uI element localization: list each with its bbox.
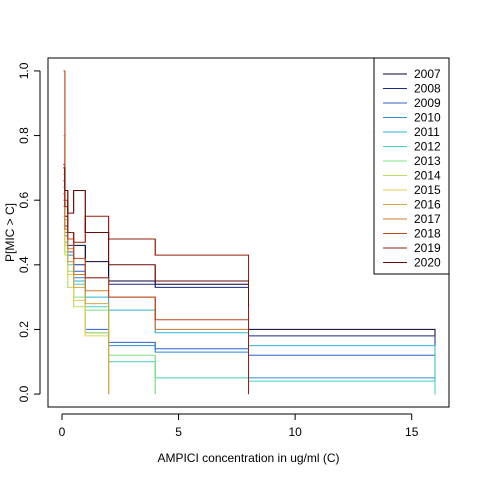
legend-label-2018: 2018 [414, 227, 441, 241]
legend-label-2010: 2010 [414, 111, 441, 125]
x-axis-title: AMPICI concentration in ug/ml (C) [157, 451, 339, 465]
y-tick-label: 0.2 [17, 321, 31, 338]
legend-label-2020: 2020 [414, 256, 441, 270]
legend-label-2016: 2016 [414, 198, 441, 212]
legend-label-2014: 2014 [414, 169, 441, 183]
y-axis: 0.0 0.2 0.4 0.6 0.8 1.0 [17, 62, 41, 402]
legend-label-2015: 2015 [414, 183, 441, 197]
y-tick-label: 0.0 [17, 385, 31, 402]
legend: 2007200820092010201120122013201420152016… [373, 57, 450, 275]
y-tick-label: 0.6 [17, 192, 31, 209]
legend-label-2009: 2009 [414, 96, 441, 110]
legend-label-2007: 2007 [414, 67, 441, 81]
x-tick-label: 15 [405, 425, 419, 439]
x-tick-label: 5 [175, 425, 182, 439]
y-tick-label: 0.4 [17, 256, 31, 273]
x-axis: 0 5 10 15 [59, 413, 419, 439]
legend-label-2019: 2019 [414, 241, 441, 255]
legend-label-2011: 2011 [414, 125, 440, 139]
plot-lines [63, 70, 436, 395]
x-tick-label: 10 [288, 425, 302, 439]
legend-box [373, 57, 450, 275]
y-tick-label: 0.8 [17, 127, 31, 144]
legend-label-2008: 2008 [414, 82, 441, 96]
x-tick-label: 0 [59, 425, 66, 439]
legend-label-2013: 2013 [414, 154, 441, 168]
legend-label-2012: 2012 [414, 140, 441, 154]
y-axis-title: P[MIC > C] [3, 203, 17, 262]
y-tick-label: 1.0 [17, 62, 31, 79]
legend-label-2017: 2017 [414, 212, 441, 226]
